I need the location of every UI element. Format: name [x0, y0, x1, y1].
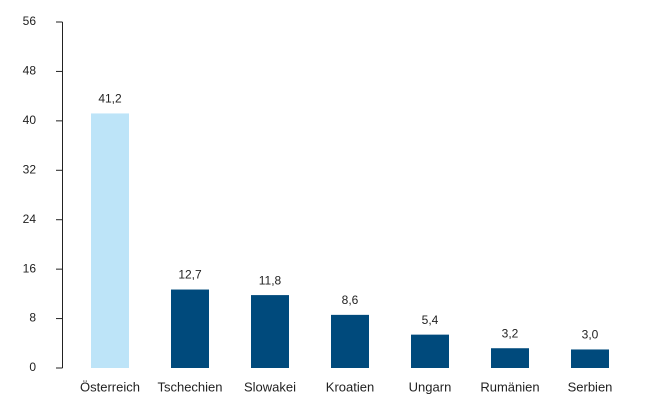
value-label: 11,8 — [259, 273, 282, 287]
bar — [331, 314, 369, 368]
x-tick-label: Tschechien — [157, 379, 222, 394]
y-tick-label: 48 — [23, 64, 37, 78]
bar — [571, 349, 609, 368]
x-tick-label: Serbien — [568, 379, 613, 394]
x-tick-label: Ungarn — [409, 379, 452, 394]
value-label: 8,6 — [342, 293, 359, 307]
value-label: 41,2 — [98, 92, 122, 106]
y-tick-label: 32 — [23, 162, 37, 176]
y-tick-label: 24 — [23, 212, 37, 226]
x-tick-label: Kroatien — [326, 379, 374, 394]
y-tick-label: 16 — [23, 261, 37, 275]
bar — [491, 348, 529, 368]
y-tick-label: 56 — [23, 14, 37, 28]
y-tick-label: 40 — [23, 113, 37, 127]
x-tick-label: Rumänien — [480, 379, 539, 394]
value-label: 12,7 — [178, 268, 202, 282]
value-label: 3,0 — [582, 328, 599, 342]
bar — [91, 113, 129, 368]
bar — [411, 334, 449, 368]
value-label: 3,2 — [502, 326, 519, 340]
y-tick-label: 8 — [29, 311, 36, 325]
x-tick-label: Österreich — [80, 379, 140, 394]
x-tick-label: Slowakei — [244, 379, 296, 394]
value-label: 5,4 — [422, 313, 439, 327]
bar — [251, 295, 289, 368]
bar — [171, 289, 209, 368]
y-tick-label: 0 — [29, 360, 36, 374]
